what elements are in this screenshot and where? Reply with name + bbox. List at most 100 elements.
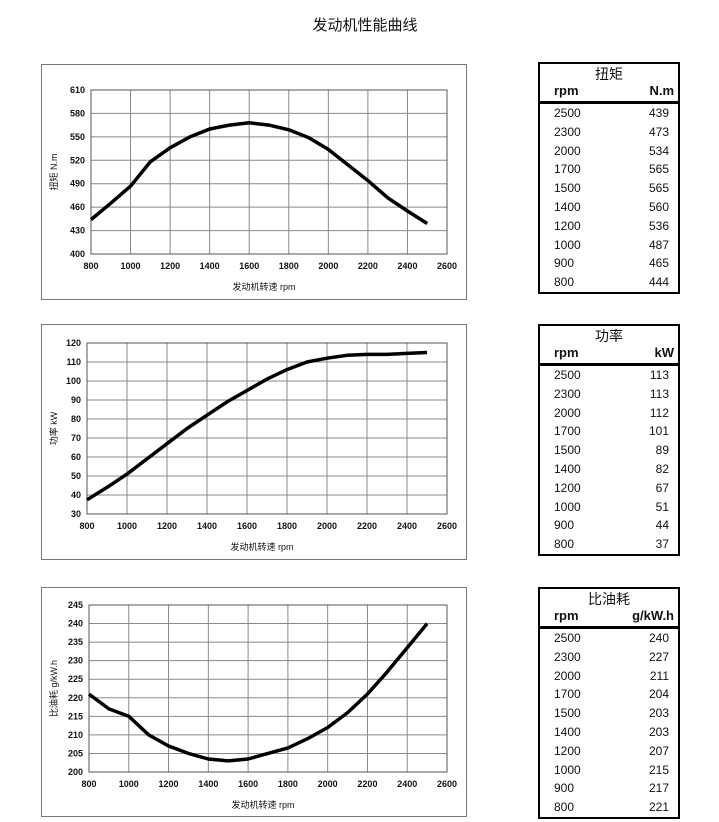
chart-svg: 800 1000 1200 1400 1600 1800 2000 2200 2400 2600 4… xyxy=(48,85,457,292)
value-cell: 207 xyxy=(648,743,669,758)
rpm-cell: 1000 xyxy=(554,237,581,252)
y-axis-label: 比油耗 g/kW.h xyxy=(48,660,59,717)
x-tick-label: 1400 xyxy=(197,521,217,531)
table-row: 800 221 xyxy=(540,798,678,817)
rpm-cell: 1200 xyxy=(554,743,581,758)
x-tick-label: 1800 xyxy=(279,261,299,271)
rpm-cell: 1400 xyxy=(554,461,581,476)
table-row: 800 37 xyxy=(540,535,678,554)
table-row: 800 444 xyxy=(540,273,678,292)
value-cell: 487 xyxy=(648,237,669,252)
table-row: 2300 473 xyxy=(540,123,678,142)
x-tick-label: 2600 xyxy=(437,779,457,789)
x-tick-label: 1200 xyxy=(159,779,179,789)
x-tick-label: 2400 xyxy=(397,779,417,789)
power-table: 功率 rpm kW 2500 113 2300 113 2000 112 1700 101 1500 8… xyxy=(538,324,680,556)
table-row: 2500 439 xyxy=(540,104,678,123)
rpm-cell: 1500 xyxy=(554,443,581,458)
table-header: rpm kW xyxy=(540,345,678,366)
y-tick-label: 610 xyxy=(70,85,85,95)
value-cell: 44 xyxy=(655,518,669,533)
rpm-cell: 1400 xyxy=(554,724,581,739)
table-row: 1400 82 xyxy=(540,460,678,479)
y-tick-label: 120 xyxy=(66,338,81,348)
rpm-cell: 1500 xyxy=(554,181,581,196)
table-row: 1000 487 xyxy=(540,236,678,255)
plot-area xyxy=(90,89,448,255)
x-tick-label: 2400 xyxy=(397,521,417,531)
y-axis-label: 功率 kW xyxy=(48,411,59,445)
table-row: 2300 113 xyxy=(540,385,678,404)
x-axis-label: 发动机转速 rpm xyxy=(230,541,293,552)
value-cell: 113 xyxy=(649,368,669,382)
x-tick-label: 2400 xyxy=(397,261,417,271)
value-cell: 112 xyxy=(649,405,669,420)
rpm-cell: 2500 xyxy=(554,106,581,120)
x-tick-label: 1400 xyxy=(198,779,218,789)
rpm-cell: 2000 xyxy=(554,668,581,683)
rpm-cell: 2300 xyxy=(554,124,581,139)
rpm-cell: 2300 xyxy=(554,649,581,664)
y-tick-label: 50 xyxy=(71,471,81,481)
y-tick-label: 215 xyxy=(68,711,83,721)
column-header: g/kW.h xyxy=(632,608,674,623)
table-row: 2500 240 xyxy=(540,629,678,648)
power-chart: 800 1000 1200 1400 1600 1800 2000 2200 2400 2600 3… xyxy=(41,324,467,560)
value-cell: 204 xyxy=(648,687,669,702)
x-tick-label: 1600 xyxy=(239,261,259,271)
table-row: 2500 113 xyxy=(540,366,678,385)
y-tick-label: 40 xyxy=(71,490,81,500)
x-tick-label: 1200 xyxy=(160,261,180,271)
y-tick-label: 30 xyxy=(71,509,81,519)
rpm-cell: 1200 xyxy=(554,480,581,495)
value-cell: 101 xyxy=(648,424,669,439)
y-tick-label: 430 xyxy=(70,226,85,236)
rpm-cell: 2300 xyxy=(554,386,581,401)
x-tick-label: 1600 xyxy=(237,521,257,531)
value-cell: 560 xyxy=(648,199,669,214)
value-cell: 565 xyxy=(648,181,669,196)
y-tick-label: 490 xyxy=(70,179,85,189)
table-title: 功率 xyxy=(595,328,623,344)
value-cell: 439 xyxy=(648,106,669,120)
value-cell: 89 xyxy=(655,443,669,458)
value-cell: 534 xyxy=(648,143,669,158)
column-header: rpm xyxy=(554,608,579,623)
table-row: 900 217 xyxy=(540,779,678,798)
table-row: 1400 560 xyxy=(540,198,678,217)
page-title: 发动机性能曲线 xyxy=(312,17,418,34)
y-tick-label: 580 xyxy=(70,108,85,118)
table-title: 扭矩 xyxy=(595,66,623,82)
x-tick-label: 800 xyxy=(81,779,96,789)
rpm-cell: 1200 xyxy=(554,218,581,233)
rpm-cell: 1700 xyxy=(554,424,581,439)
rpm-cell: 900 xyxy=(554,256,575,271)
fuel-consumption-table: 比油耗 rpm g/kW.h 2500 240 2300 227 2000 211 1700 204… xyxy=(538,587,680,819)
rpm-cell: 900 xyxy=(554,781,575,796)
table-title: 比油耗 xyxy=(588,591,630,607)
x-tick-label: 1000 xyxy=(117,521,137,531)
column-header: kW xyxy=(654,345,675,360)
value-cell: 37 xyxy=(655,537,669,552)
x-tick-label: 1400 xyxy=(200,261,220,271)
rpm-cell: 2500 xyxy=(554,631,581,645)
rpm-cell: 1700 xyxy=(554,687,581,702)
chart-svg: 800 1000 1200 1400 1600 1800 2000 2200 2400 2600 3… xyxy=(48,338,457,552)
x-tick-label: 1000 xyxy=(121,261,141,271)
x-tick-label: 1000 xyxy=(119,779,139,789)
value-cell: 444 xyxy=(648,275,669,290)
table-row: 1000 51 xyxy=(540,498,678,517)
x-tick-label: 2200 xyxy=(357,521,377,531)
x-tick-label: 2600 xyxy=(437,521,457,531)
table-row: 1200 207 xyxy=(540,742,678,761)
value-cell: 211 xyxy=(649,668,669,683)
table-row: 900 465 xyxy=(540,254,678,273)
y-tick-label: 235 xyxy=(68,637,83,647)
y-axis-label: 扭矩 N.m xyxy=(48,154,59,191)
value-cell: 536 xyxy=(648,218,669,233)
y-tick-label: 240 xyxy=(68,619,83,629)
y-tick-label: 80 xyxy=(71,414,81,424)
plot-area xyxy=(88,604,448,773)
rpm-cell: 900 xyxy=(554,518,575,533)
rpm-cell: 2000 xyxy=(554,405,581,420)
